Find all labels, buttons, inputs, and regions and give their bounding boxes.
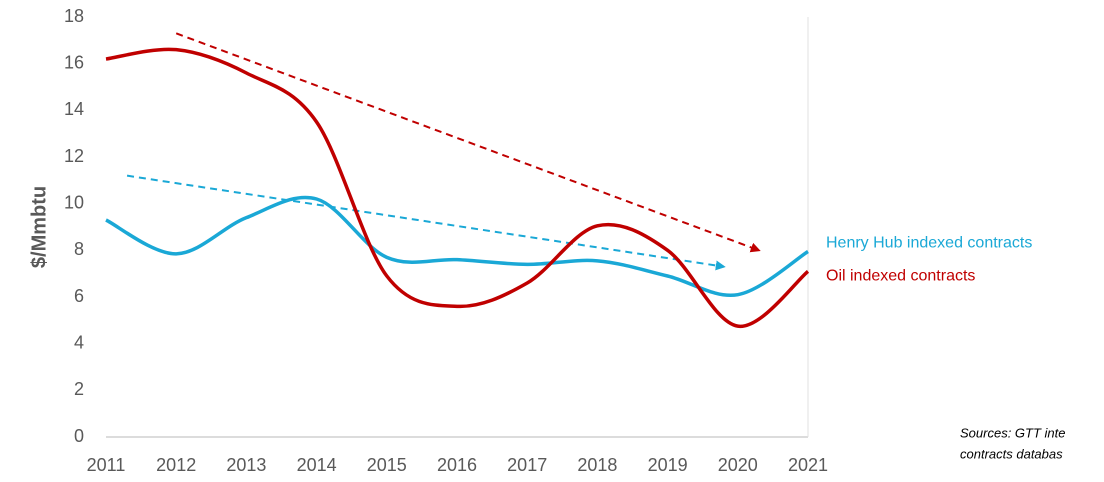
x-tick-label: 2012 bbox=[156, 455, 196, 475]
series-label: Oil indexed contracts bbox=[826, 268, 975, 285]
x-tick-label: 2018 bbox=[577, 455, 617, 475]
y-axis-label: $/Mmbtu bbox=[28, 186, 50, 268]
series-label: Henry Hub indexed contracts bbox=[826, 235, 1032, 252]
x-tick-label: 2014 bbox=[297, 455, 337, 475]
y-tick-label: 12 bbox=[64, 146, 84, 166]
data-line bbox=[105, 195, 809, 298]
y-tick-label: 16 bbox=[64, 52, 84, 72]
x-tick-label: 2013 bbox=[226, 455, 266, 475]
y-tick-label: 4 bbox=[74, 332, 84, 352]
y-tick-label: 6 bbox=[74, 286, 84, 306]
y-tick-label: 14 bbox=[64, 99, 84, 119]
y-tick-label: 0 bbox=[74, 426, 84, 446]
y-tick-label: 10 bbox=[64, 192, 84, 212]
source-note: Sources: GTT inte bbox=[960, 425, 1065, 440]
x-tick-label: 2011 bbox=[87, 455, 126, 475]
y-tick-label: 18 bbox=[64, 6, 84, 26]
y-tick-label: 8 bbox=[74, 239, 84, 259]
trend-arrow bbox=[126, 174, 726, 271]
x-tick-label: 2015 bbox=[367, 455, 407, 475]
trend-arrow bbox=[175, 32, 761, 253]
source-note: contracts databas bbox=[960, 446, 1063, 461]
data-line bbox=[105, 47, 810, 328]
x-tick-label: 2019 bbox=[648, 455, 688, 475]
x-tick-label: 2017 bbox=[507, 455, 547, 475]
x-tick-label: 2016 bbox=[437, 455, 477, 475]
x-tick-label: 2021 bbox=[788, 455, 828, 475]
x-tick-label: 2020 bbox=[718, 455, 758, 475]
y-tick-label: 2 bbox=[74, 379, 84, 399]
